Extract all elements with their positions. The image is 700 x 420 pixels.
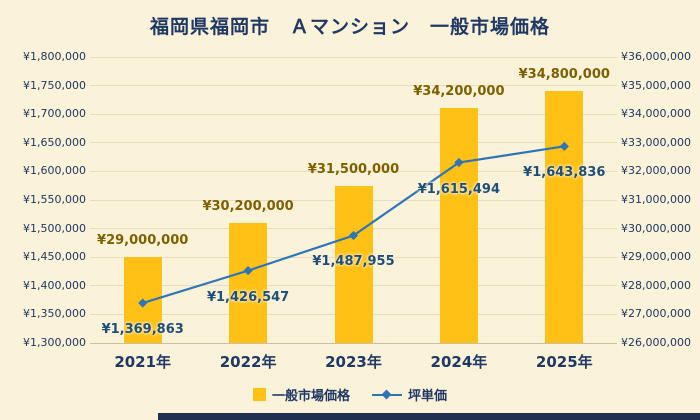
legend-item-bar: 一般市場価格 — [252, 385, 350, 404]
right-axis-tick-label: ¥36,000,000 — [621, 50, 691, 63]
left-axis-tick-label: ¥1,500,000 — [23, 221, 86, 235]
line-value-label: ¥1,643,836 — [523, 165, 606, 181]
left-axis-tick-label: ¥1,800,000 — [23, 50, 86, 63]
left-axis-tick-label: ¥1,400,000 — [23, 278, 86, 292]
bar-value-label: ¥31,500,000 — [307, 161, 400, 177]
right-axis-tick-label: ¥33,000,000 — [621, 135, 691, 149]
line-value-label: ¥1,369,863 — [101, 322, 184, 338]
line-point-marker — [454, 157, 464, 168]
line-point-marker — [559, 141, 569, 151]
left-axis-tick-label: ¥1,750,000 — [23, 78, 86, 92]
trend-line — [138, 141, 569, 308]
bar-value-label: ¥29,000,000 — [97, 233, 189, 249]
bottom-strip — [158, 413, 700, 420]
right-axis-tick-label: ¥31,000,000 — [621, 193, 691, 206]
bar-2023年 — [334, 185, 373, 343]
right-axis-tick-label: ¥32,000,000 — [621, 164, 691, 178]
x-axis-label: 2024年 — [430, 353, 488, 371]
left-axis-tick-label: ¥1,600,000 — [23, 164, 86, 178]
bar-2024年 — [439, 108, 478, 343]
line-point-marker — [348, 230, 359, 241]
bar-2025年 — [545, 91, 584, 343]
left-axis-tick-label: ¥1,550,000 — [23, 193, 86, 206]
x-axis-label: 2023年 — [325, 353, 382, 371]
left-axis-tick-label: ¥1,300,000 — [23, 336, 86, 349]
line-value-label: ¥1,487,955 — [312, 254, 395, 270]
legend-item-line: 坪単価 — [372, 385, 447, 404]
x-axis-label: 2022年 — [219, 353, 277, 371]
gridline — [90, 342, 617, 344]
gridline — [90, 56, 617, 58]
line-point-marker — [138, 298, 148, 308]
line-series-path — [142, 145, 565, 305]
legend-bar-label: 一般市場価格 — [271, 389, 350, 404]
right-axis-tick-label: ¥27,000,000 — [621, 307, 691, 321]
left-axis-tick-label: ¥1,700,000 — [23, 107, 86, 121]
bar-2022年 — [229, 222, 268, 343]
line-point-marker — [243, 266, 253, 276]
right-axis-tick-label: ¥30,000,000 — [621, 221, 691, 235]
chart-title: 福岡県福岡市 Ａマンション 一般市場価格 — [149, 16, 550, 38]
right-axis-tick-label: ¥34,000,000 — [621, 107, 691, 121]
x-axis-label: 2025年 — [535, 353, 593, 371]
right-axis-tick-label: ¥29,000,000 — [621, 250, 691, 264]
bar-value-label: ¥34,200,000 — [413, 84, 505, 100]
gridline — [90, 170, 617, 172]
right-axis-tick-label: ¥35,000,000 — [621, 78, 691, 92]
x-axis-label: 2021年 — [114, 353, 172, 371]
line-value-label: ¥1,426,547 — [206, 289, 290, 305]
gridline — [90, 113, 617, 115]
gridline — [90, 85, 617, 87]
right-axis-tick-label: ¥28,000,000 — [621, 278, 691, 292]
right-axis-tick-label: ¥26,000,000 — [621, 336, 691, 349]
legend: 一般市場価格 坪単価 — [0, 385, 700, 404]
line-value-label: ¥1,615,494 — [417, 181, 501, 197]
bar-value-label: ¥30,200,000 — [202, 198, 294, 214]
line-swatch-icon — [372, 389, 402, 400]
left-axis-tick-label: ¥1,650,000 — [23, 135, 86, 149]
gridline — [90, 142, 617, 144]
left-axis-tick-label: ¥1,450,000 — [23, 250, 86, 264]
diamond-marker-icon — [381, 389, 392, 400]
bar-value-label: ¥34,800,000 — [518, 67, 610, 83]
left-axis-tick-label: ¥1,350,000 — [23, 307, 86, 321]
bar-swatch-icon — [252, 388, 266, 401]
legend-line-label: 坪単価 — [408, 389, 448, 404]
